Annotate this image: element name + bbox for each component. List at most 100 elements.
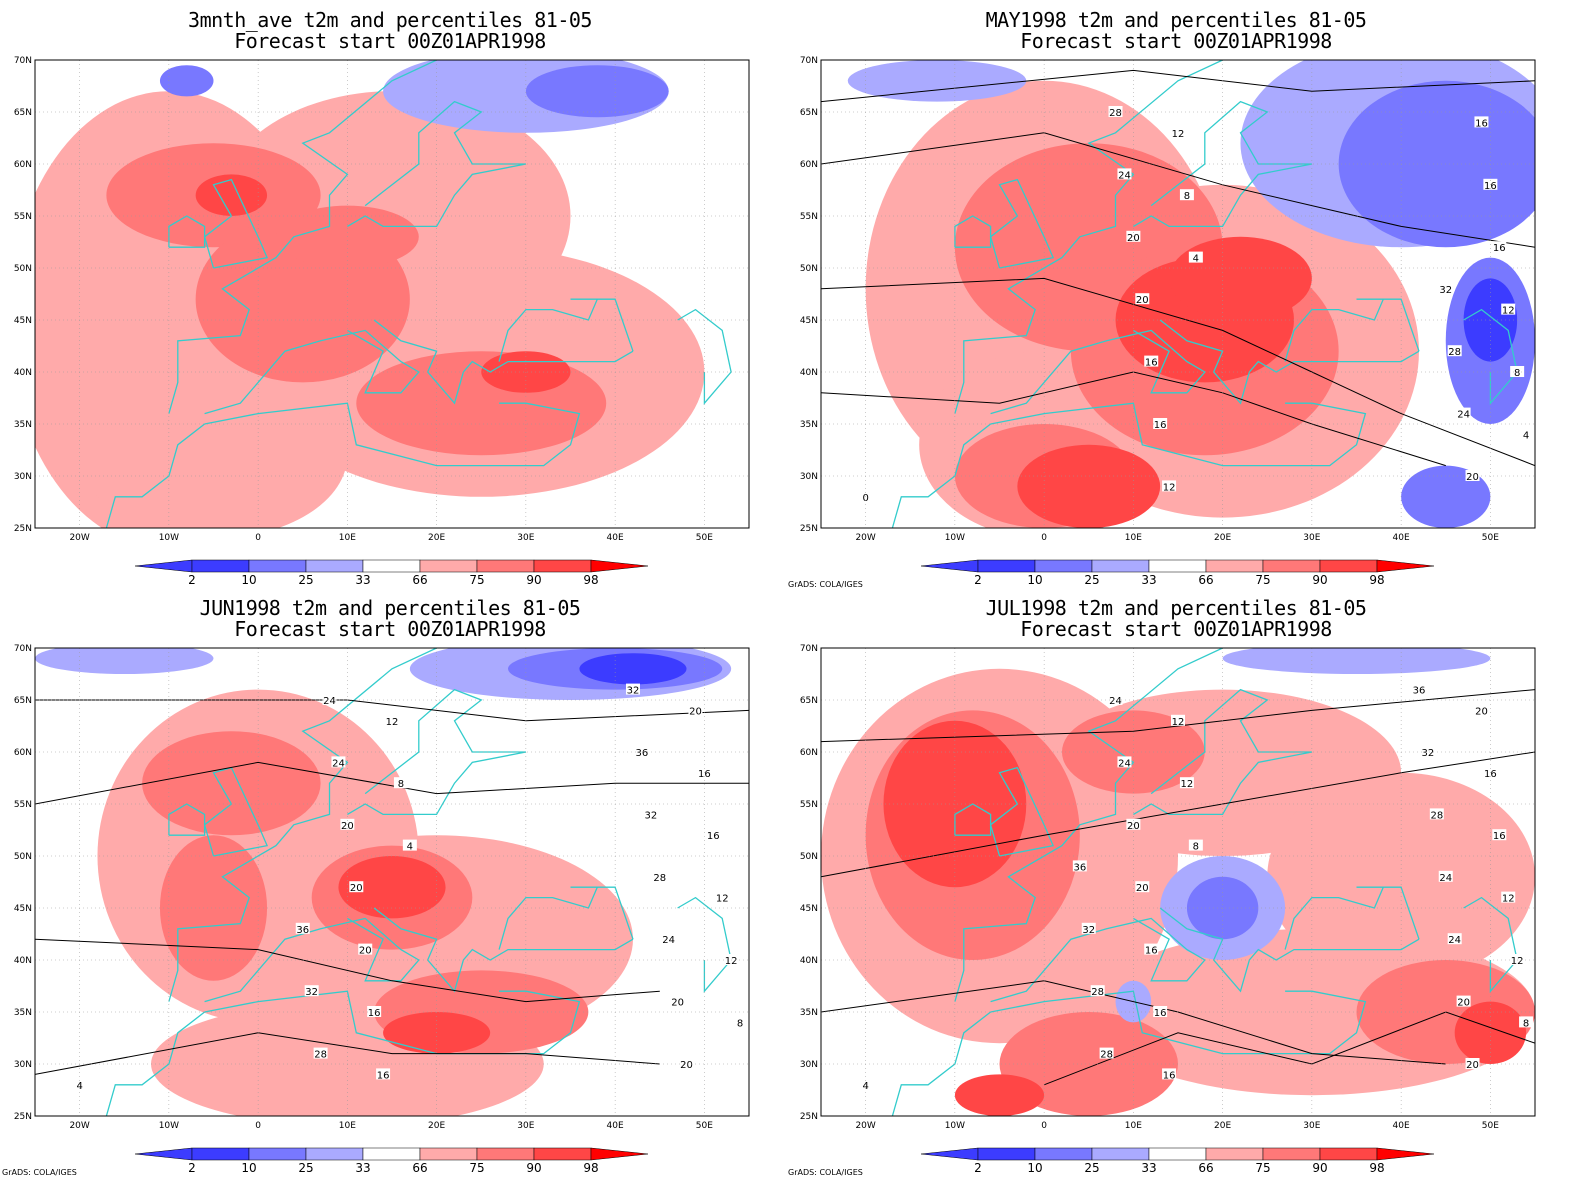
colorbar-segment — [419, 559, 478, 573]
coastline — [105, 423, 205, 528]
contour-label: 20 — [1136, 883, 1149, 894]
latitude-tick-label: 25N — [14, 524, 32, 534]
grads-credit: GrADS: COLA/IGES — [788, 580, 863, 589]
contour-label: 16 — [1163, 1070, 1176, 1081]
contour-label: 8 — [1523, 1018, 1529, 1029]
contour-label-bg — [670, 995, 685, 1007]
colorbar-segment — [977, 559, 1036, 573]
map-frame — [34, 59, 750, 529]
contour-label-bg — [1456, 995, 1471, 1007]
coastline — [1284, 298, 1420, 362]
contour-label-bg — [1171, 714, 1185, 726]
contour-label-bg — [1188, 251, 1203, 263]
coastline — [990, 402, 1367, 467]
contour-label-bg — [1465, 470, 1480, 481]
longitude-tick-label: 10E — [1125, 1121, 1142, 1131]
contour-label-bg — [1144, 355, 1159, 367]
contour-label: 20 — [1466, 472, 1479, 483]
contour-label-bg — [376, 1068, 391, 1080]
colorbar-label: 2 — [974, 573, 982, 587]
map-plot: 70N 65N 60N 55N 50N 45N 40N 35N 30N 25N 20W 10W 0 10E… — [14, 56, 750, 587]
colorbar-segment — [305, 559, 364, 573]
contour-label: 20 — [350, 883, 363, 894]
longitude-tick-label: 20E — [428, 533, 445, 543]
contour-label: 24 — [1448, 935, 1461, 946]
longitude-tick-label: 10E — [339, 533, 356, 543]
contour-label: 20 — [341, 821, 354, 832]
colorbar-segment — [1205, 1147, 1264, 1161]
panel-title-line2: Forecast start 00Z01APR1998 — [1020, 29, 1332, 53]
latitude-tick-label: 70N — [800, 56, 818, 66]
colorbar-label: 2 — [188, 1161, 196, 1175]
colorbar-label: 33 — [355, 1161, 370, 1175]
colorbar-segment — [977, 1147, 1036, 1161]
coastline — [498, 298, 634, 362]
contour-label: 12 — [725, 956, 738, 967]
percentile-shading — [142, 731, 321, 836]
contour-label-bg — [295, 922, 310, 934]
longitude-tick-label: 0 — [1041, 533, 1047, 543]
latitude-tick-label: 65N — [14, 696, 32, 706]
contour-label: 4 — [76, 1081, 82, 1092]
colorbar-segment — [419, 1147, 478, 1161]
latitude-tick-label: 30N — [14, 1060, 32, 1070]
gridlines — [821, 60, 1535, 528]
percentile-shading — [999, 1012, 1178, 1116]
panel-title-line2: Forecast start 00Z01APR1998 — [234, 617, 546, 641]
contour-label: 20 — [1466, 1060, 1479, 1071]
map-plot: 4881212121216161616162020202020242424242… — [800, 644, 1536, 1175]
map-frame — [34, 647, 750, 1117]
contour-label: 28 — [1448, 347, 1461, 358]
latitude-tick-label: 50N — [14, 264, 32, 274]
longitude-tick-label: 10W — [945, 533, 965, 543]
map-plot: 4488121212161616162020202020202424242828… — [14, 644, 750, 1175]
contour-label-bg — [1474, 704, 1489, 716]
contour-label-bg — [1456, 407, 1471, 419]
contour-label: 36 — [636, 748, 649, 759]
colorbar-label: 10 — [241, 573, 256, 587]
colorbar-segment — [362, 559, 421, 573]
latitude-tick-label: 60N — [14, 748, 32, 758]
contour-label: 12 — [1502, 894, 1515, 905]
colorbar-label: 66 — [1198, 1161, 1213, 1175]
coastline — [204, 402, 581, 467]
colorbar-segment — [1262, 559, 1321, 573]
colorbar-segment — [1091, 1147, 1150, 1161]
panel-title-line1: JUL1998 t2m and percentiles 81-05 — [985, 596, 1367, 620]
longitude-tick-label: 30E — [1303, 533, 1320, 543]
coastline — [105, 1011, 205, 1116]
latitude-tick-label: 25N — [800, 1112, 818, 1122]
coastline — [373, 907, 634, 993]
colorbar-label: 98 — [1369, 1161, 1384, 1175]
contour-label: 16 — [707, 831, 720, 842]
contour-label: 20 — [680, 1060, 693, 1071]
colorbar-arrow-high — [1376, 1147, 1435, 1161]
contour-label-bg — [1171, 126, 1185, 138]
contour-label: 16 — [1154, 1008, 1167, 1019]
colorbar-label: 33 — [355, 573, 370, 587]
coastline — [954, 60, 1223, 414]
longitude-tick-label: 0 — [255, 533, 261, 543]
colorbar-label: 25 — [1084, 573, 1099, 587]
colorbar-arrow-high — [1376, 559, 1435, 573]
contour-label-bg — [706, 829, 721, 841]
longitude-tick-label: 40E — [1393, 533, 1410, 543]
contour-label: 16 — [1145, 946, 1158, 957]
contour-label: 24 — [662, 935, 675, 946]
contour-label-bg — [1429, 808, 1444, 820]
contour-label-bg — [1162, 1068, 1177, 1080]
latitude-tick-label: 65N — [14, 108, 32, 118]
panel-title-line1: 3mnth_ave t2m and percentiles 81-05 — [188, 8, 592, 32]
contour-label-bg — [393, 777, 408, 789]
colorbar-label: 90 — [526, 1161, 541, 1175]
map-frame — [820, 647, 1536, 1117]
colorbar-label: 98 — [1369, 573, 1384, 587]
percentile-shading — [1186, 876, 1259, 940]
contour-label-bg — [625, 683, 640, 695]
percentile-shading — [954, 1074, 1045, 1116]
contour-label: 24 — [1118, 758, 1131, 769]
panel-title-line2: Forecast start 00Z01APR1998 — [1020, 617, 1332, 641]
latitude-tick-label: 40N — [800, 368, 818, 378]
longitude-tick-label: 20W — [69, 533, 89, 543]
longitude-tick-label: 20E — [1214, 533, 1231, 543]
